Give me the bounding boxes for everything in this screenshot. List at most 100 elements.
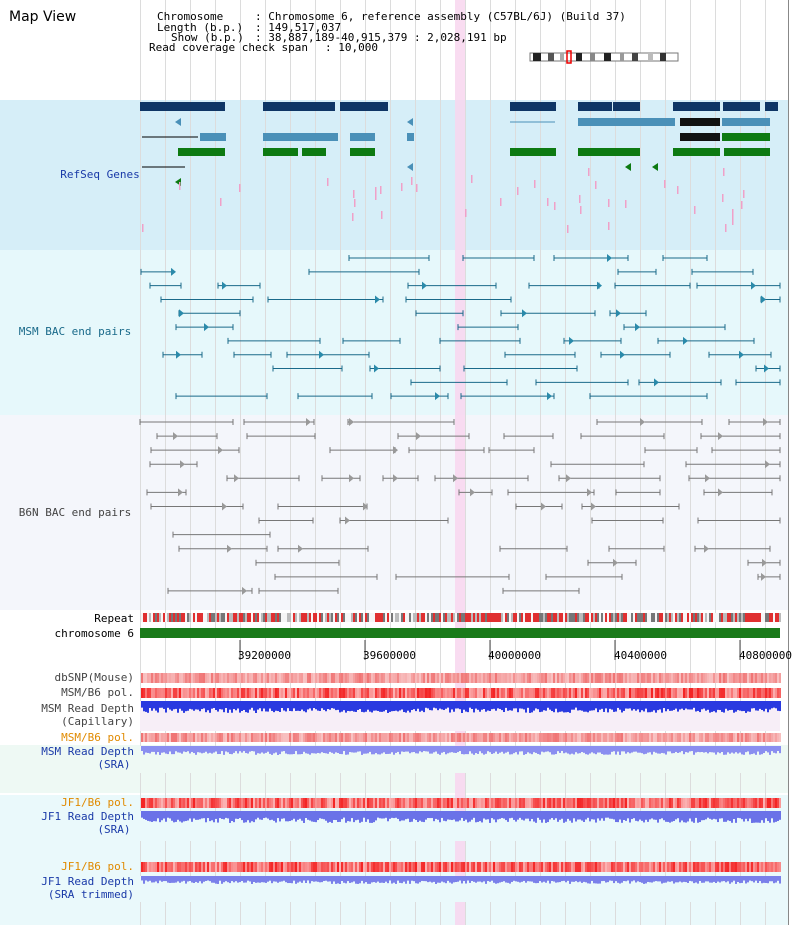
depth-bar xyxy=(569,746,571,755)
heat-cell xyxy=(615,673,617,683)
heat-cell xyxy=(711,862,713,872)
heat-cell xyxy=(623,688,625,698)
repeat-segment xyxy=(215,613,217,622)
heat-cell xyxy=(739,733,741,742)
repeat-segment xyxy=(669,613,671,622)
depth-bar xyxy=(533,746,535,753)
heat-cell xyxy=(313,673,315,683)
heat-cell xyxy=(629,862,631,872)
depth-bar xyxy=(367,811,369,820)
depth-bar xyxy=(421,746,423,753)
heat-cell xyxy=(345,688,347,698)
depth-bar xyxy=(603,701,605,712)
gene-exon xyxy=(350,133,375,141)
repeat-segment xyxy=(725,613,727,622)
repeat-segment xyxy=(705,613,707,622)
heat-cell xyxy=(461,798,463,808)
label-b6n-bac[interactable]: B6N BAC end pairs xyxy=(18,506,132,519)
grid-line xyxy=(290,0,291,925)
depth-bar xyxy=(695,876,697,883)
ideogram-band xyxy=(560,53,564,61)
depth-bar xyxy=(423,746,425,752)
depth-bar xyxy=(645,746,647,754)
heat-cell xyxy=(569,688,571,698)
depth-bar xyxy=(777,746,779,752)
heat-cell xyxy=(183,862,185,872)
depth-bar xyxy=(601,876,603,882)
heat-cell xyxy=(679,798,681,808)
heat-cell xyxy=(173,688,175,698)
depth-bar xyxy=(413,746,415,753)
heat-cell xyxy=(319,733,321,742)
depth-bar xyxy=(597,876,599,884)
depth-bar xyxy=(283,876,285,881)
depth-bar xyxy=(415,811,417,821)
depth-bar xyxy=(693,811,695,823)
depth-bar xyxy=(663,811,665,821)
depth-bar xyxy=(495,746,497,752)
depth-bar xyxy=(283,701,285,711)
heat-cell xyxy=(579,862,581,872)
grid-line xyxy=(240,0,241,925)
depth-bar xyxy=(529,811,531,822)
depth-bar xyxy=(425,876,427,882)
heat-cell xyxy=(269,862,271,872)
depth-bar xyxy=(171,746,173,755)
depth-bar xyxy=(301,811,303,821)
depth-bar xyxy=(703,811,705,821)
heat-cell xyxy=(143,733,145,742)
label-msm-bac[interactable]: MSM BAC end pairs xyxy=(18,325,132,338)
repeat-segment xyxy=(391,613,393,622)
depth-bar xyxy=(415,876,417,884)
depth-bar xyxy=(391,701,393,712)
heat-cell xyxy=(229,862,231,872)
heat-cell xyxy=(285,733,287,742)
grid-line xyxy=(715,0,716,925)
repeat-segment xyxy=(369,613,371,622)
heat-cell xyxy=(525,862,527,872)
depth-bar xyxy=(499,876,501,883)
depth-bar xyxy=(561,811,563,819)
depth-bar xyxy=(185,701,187,712)
heat-cell xyxy=(467,862,469,872)
heat-cell xyxy=(165,673,167,683)
heat-cell xyxy=(757,798,759,808)
heat-cell xyxy=(469,688,471,698)
heat-cell xyxy=(537,688,539,698)
heat-cell xyxy=(427,688,429,698)
depth-bar xyxy=(249,701,251,710)
depth-bar xyxy=(703,876,705,883)
depth-bar xyxy=(285,701,287,712)
heat-cell xyxy=(431,673,433,683)
heat-cell xyxy=(497,862,499,872)
depth-bar xyxy=(475,701,477,709)
depth-bar xyxy=(609,701,611,709)
highlight-column xyxy=(455,0,465,925)
heat-cell xyxy=(349,688,351,698)
heat-cell xyxy=(639,862,641,872)
depth-bar xyxy=(653,746,655,752)
depth-bar xyxy=(349,746,351,753)
heat-cell xyxy=(163,688,165,698)
heat-cell xyxy=(479,733,481,742)
axis-tick-1: 39200000 xyxy=(238,649,291,662)
heat-cell xyxy=(307,798,309,808)
depth-bar xyxy=(279,876,281,882)
heat-cell xyxy=(549,798,551,808)
heat-cell xyxy=(683,862,685,872)
heat-cell xyxy=(507,673,509,683)
depth-bar xyxy=(175,876,177,883)
depth-bar xyxy=(717,701,719,710)
grid-line xyxy=(665,0,666,925)
depth-bar xyxy=(309,746,311,755)
label-refseq-genes[interactable]: RefSeq Genes xyxy=(60,168,140,181)
depth-bar xyxy=(645,701,647,709)
repeat-segment xyxy=(751,613,753,622)
depth-bar xyxy=(461,701,463,713)
heat-cell xyxy=(655,688,657,698)
depth-bar xyxy=(329,701,331,710)
heat-cell xyxy=(365,673,367,683)
heat-cell xyxy=(399,862,401,872)
depth-bar xyxy=(521,746,523,752)
heat-cell xyxy=(401,688,403,698)
